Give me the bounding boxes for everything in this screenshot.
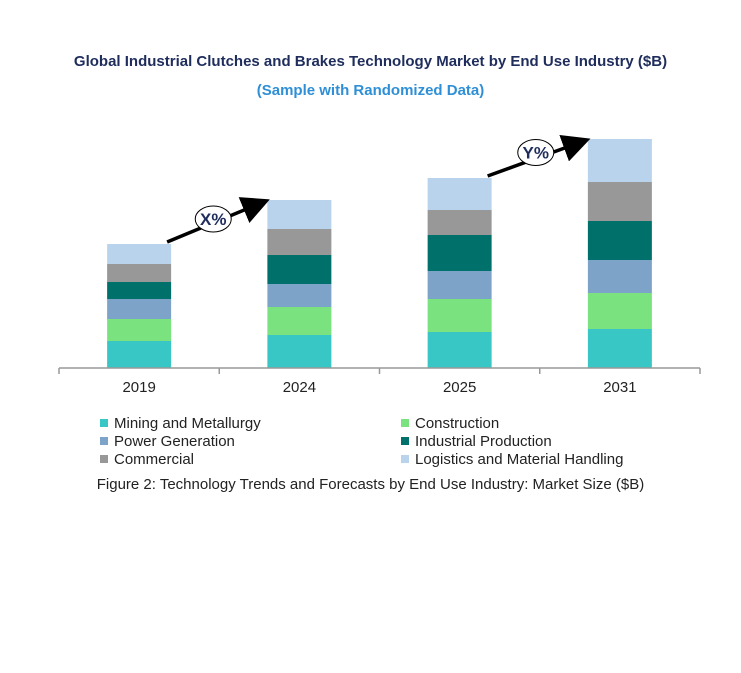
x-tick-label: 2024 bbox=[283, 379, 316, 396]
legend-swatch bbox=[401, 437, 409, 445]
bar-segment-2019-3 bbox=[107, 282, 172, 299]
bar-segment-2024-5 bbox=[267, 200, 332, 229]
figure-caption: Figure 2: Technology Trends and Forecast… bbox=[96, 476, 645, 493]
chart-subtitle: (Sample with Randomized Data) bbox=[256, 82, 485, 99]
bar-segment-2024-2 bbox=[267, 284, 332, 307]
bar-segment-2019-1 bbox=[107, 319, 172, 341]
legend-swatch bbox=[401, 455, 409, 463]
legend-label: Industrial Production bbox=[415, 432, 552, 450]
growth-label-ellipse bbox=[194, 205, 232, 233]
bar-segment-2024-4 bbox=[267, 229, 332, 255]
bar-segment-2025-4 bbox=[427, 210, 492, 235]
bar-segment-2019-4 bbox=[107, 264, 172, 282]
bar-segment-2031-4 bbox=[587, 182, 652, 221]
legend-swatch bbox=[100, 455, 108, 463]
legend-item: Construction bbox=[401, 414, 701, 432]
growth-label-ellipse bbox=[517, 139, 555, 166]
bar-segment-2031-5 bbox=[587, 139, 652, 182]
legend-item: Industrial Production bbox=[401, 432, 701, 450]
legend-swatch bbox=[401, 419, 409, 427]
legend-swatch bbox=[100, 437, 108, 445]
bar-segment-2024-0 bbox=[267, 335, 332, 368]
bar-segment-2031-2 bbox=[587, 260, 652, 293]
bar-segment-2024-3 bbox=[267, 255, 332, 284]
growth-label: X% bbox=[200, 210, 226, 229]
legend-label: Commercial bbox=[114, 450, 195, 468]
legend: Mining and Metallurgy Construction Power G… bbox=[100, 414, 700, 468]
legend-label: Logistics and Material Handling bbox=[415, 450, 624, 468]
legend-label: Power Generation bbox=[114, 432, 235, 450]
legend-item: Commercial bbox=[100, 450, 401, 468]
bar-segment-2025-3 bbox=[427, 235, 492, 271]
bar-segment-2025-2 bbox=[427, 271, 492, 299]
legend-label: Construction bbox=[415, 414, 500, 432]
bar-segment-2019-0 bbox=[107, 341, 172, 368]
bar-segment-2025-0 bbox=[427, 332, 492, 368]
x-tick-label: 2019 bbox=[122, 379, 155, 396]
chart-title: Global Industrial Clutches and Brakes Te… bbox=[73, 53, 668, 70]
bar-segment-2031-0 bbox=[587, 329, 652, 368]
legend-item: Mining and Metallurgy bbox=[100, 414, 401, 432]
bar-segment-2024-1 bbox=[267, 307, 332, 335]
bar-segment-2019-5 bbox=[107, 244, 172, 264]
bar-segment-2031-3 bbox=[587, 221, 652, 260]
x-tick-label: 2025 bbox=[443, 379, 476, 396]
bar-segment-2025-1 bbox=[427, 299, 492, 332]
bar-segment-2031-1 bbox=[587, 293, 652, 329]
legend-swatch bbox=[100, 419, 108, 427]
legend-item: Power Generation bbox=[100, 432, 401, 450]
bar-segment-2019-2 bbox=[107, 299, 172, 319]
legend-item: Logistics and Material Handling bbox=[401, 450, 701, 468]
bar-segment-2025-5 bbox=[427, 178, 492, 210]
x-tick-label: 2031 bbox=[603, 379, 636, 396]
growth-label: Y% bbox=[523, 144, 549, 163]
legend-label: Mining and Metallurgy bbox=[114, 414, 261, 432]
